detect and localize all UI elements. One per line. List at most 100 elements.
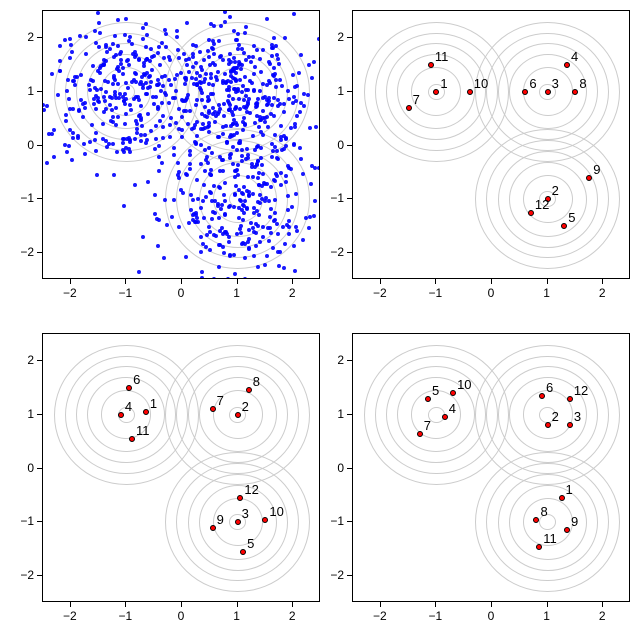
xtick-mark xyxy=(547,279,548,284)
scatter-point xyxy=(152,54,156,58)
scatter-point xyxy=(176,48,180,52)
scatter-point xyxy=(189,208,193,212)
scatter-point xyxy=(233,272,237,276)
scatter-point xyxy=(241,192,245,196)
scatter-point xyxy=(232,253,236,257)
scatter-point xyxy=(255,209,259,213)
scatter-point xyxy=(83,106,87,110)
scatter-point xyxy=(149,129,153,133)
scatter-point xyxy=(252,72,256,76)
scatter-point xyxy=(58,59,62,63)
point-label: 6 xyxy=(546,380,553,395)
scatter-point xyxy=(265,254,269,258)
scatter-point xyxy=(94,149,98,153)
scatter-point xyxy=(227,235,231,239)
contour-ring xyxy=(498,366,598,463)
data-point xyxy=(533,517,539,523)
contour-ring xyxy=(475,452,620,592)
contour-ring xyxy=(65,356,187,474)
scatter-point xyxy=(255,48,259,52)
scatter-point xyxy=(228,253,232,257)
scatter-point xyxy=(253,65,257,69)
scatter-point xyxy=(153,193,157,197)
scatter-point xyxy=(189,193,193,197)
scatter-point xyxy=(128,103,132,107)
scatter-point xyxy=(191,213,195,217)
ytick-label: 1 xyxy=(337,84,344,98)
data-point xyxy=(442,414,448,420)
xtick-mark xyxy=(70,279,71,284)
scatter-point xyxy=(121,66,125,70)
scatter-point xyxy=(165,223,169,227)
ytick-label: 0 xyxy=(337,138,344,152)
scatter-point xyxy=(228,156,232,160)
scatter-point xyxy=(280,84,284,88)
scatter-point xyxy=(319,88,320,92)
scatter-point xyxy=(102,58,106,62)
scatter-point xyxy=(220,203,224,207)
scatter-point xyxy=(133,137,137,141)
scatter-point xyxy=(104,139,108,143)
scatter-point xyxy=(282,147,286,151)
scatter-point xyxy=(135,122,139,126)
point-label: 9 xyxy=(593,162,600,177)
scatter-point xyxy=(97,100,101,104)
scatter-point xyxy=(255,163,259,167)
scatter-point xyxy=(253,121,257,125)
scatter-point xyxy=(267,199,271,203)
contour-ring xyxy=(509,377,587,452)
ytick-mark xyxy=(347,575,352,576)
scatter-point xyxy=(52,128,56,132)
scatter-point xyxy=(317,166,320,170)
scatter-point xyxy=(232,205,236,209)
scatter-point xyxy=(104,90,108,94)
point-label: 1 xyxy=(566,482,573,497)
scatter-point xyxy=(140,124,144,128)
scatter-point xyxy=(227,240,231,244)
scatter-point xyxy=(245,207,249,211)
scatter-point xyxy=(138,113,142,117)
contour-ring xyxy=(486,356,608,474)
scatter-point xyxy=(149,47,153,51)
scatter-point xyxy=(256,97,260,101)
scatter-point xyxy=(242,98,246,102)
scatter-point xyxy=(236,32,240,36)
scatter-point xyxy=(243,242,247,246)
scatter-point xyxy=(184,78,188,82)
ytick-mark xyxy=(37,575,42,576)
contour-ring xyxy=(375,356,497,474)
scatter-point xyxy=(261,225,265,229)
scatter-point xyxy=(177,127,181,131)
scatter-point xyxy=(234,71,238,75)
scatter-point xyxy=(122,150,126,154)
scatter-point xyxy=(65,150,69,154)
scatter-point xyxy=(207,124,211,128)
point-label: 11 xyxy=(543,531,557,546)
scatter-point xyxy=(223,199,227,203)
scatter-point xyxy=(279,171,283,175)
scatter-point xyxy=(123,122,127,126)
scatter-point xyxy=(161,114,165,118)
scatter-point xyxy=(246,240,250,244)
scatter-point xyxy=(160,161,164,165)
scatter-point xyxy=(172,146,176,150)
xtick-mark xyxy=(125,602,126,607)
scatter-point xyxy=(123,33,127,37)
scatter-point xyxy=(237,97,241,101)
scatter-point xyxy=(158,119,162,123)
scatter-point xyxy=(274,85,278,89)
scatter-point xyxy=(209,76,213,80)
scatter-point xyxy=(269,231,273,235)
scatter-point xyxy=(240,148,244,152)
xtick-label: −2 xyxy=(63,609,77,623)
scatter-point xyxy=(129,108,133,112)
scatter-point xyxy=(216,70,220,74)
point-label: 11 xyxy=(435,49,449,64)
scatter-point xyxy=(81,115,85,119)
ytick-label: 1 xyxy=(27,84,34,98)
ytick-label: 0 xyxy=(337,461,344,475)
scatter-point xyxy=(105,145,109,149)
xtick-mark xyxy=(70,602,71,607)
scatter-point xyxy=(156,51,160,55)
data-point xyxy=(586,175,592,181)
